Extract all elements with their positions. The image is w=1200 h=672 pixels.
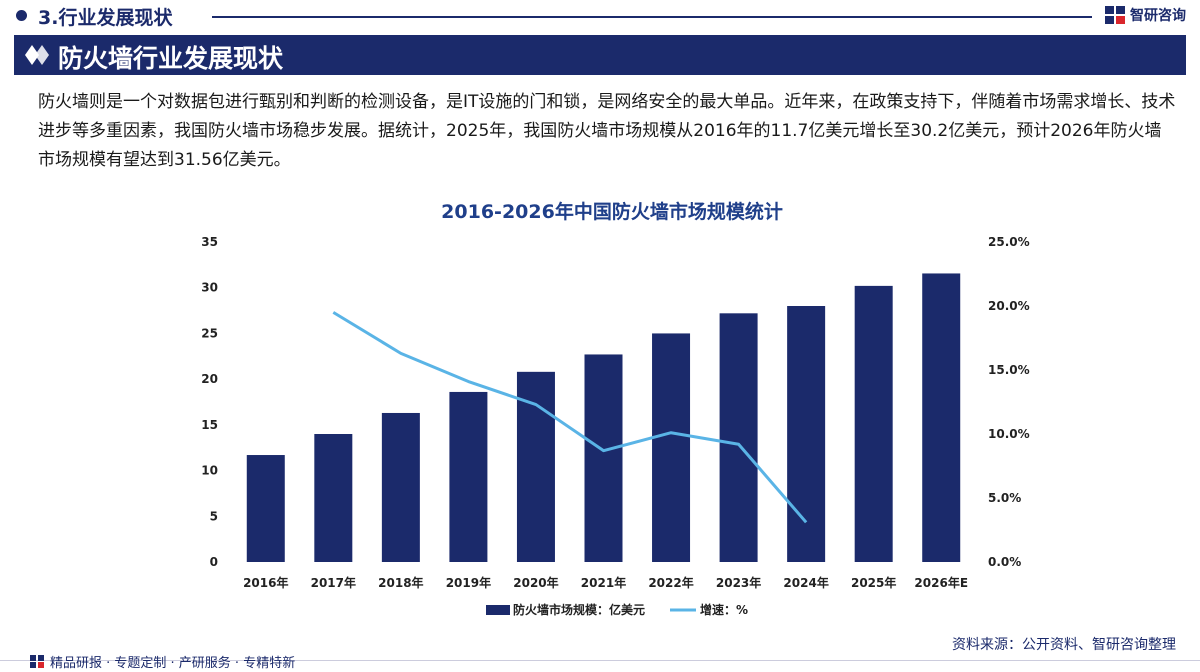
x-tick-label: 2023年 [716,575,761,590]
section-bullet-icon [16,10,27,21]
market-size-chart: 2016-2026年中国防火墙市场规模统计 0 5 10 15 20 25 30 35 0.0… [201,200,1030,617]
bar-2019年 [449,391,488,562]
top-bar: 3.行业发展现状 智研咨询 [0,0,1200,32]
footer-divider [0,660,1200,661]
footer-services: 精品研报 · 专题定制 · 产研服务 · 专精特新 [30,652,295,671]
source-note: 资料来源：公开资料、智研咨询整理 [952,637,1176,653]
section-title: 3.行业发展现状 [38,7,173,29]
y-left-tick: 30 [201,281,218,295]
x-tick-label: 2019年 [446,575,491,590]
x-tick-label: 2026年E [914,575,968,590]
page-title: 防火墙行业发展现状 [58,44,284,73]
y-right-tick: 15.0% [988,363,1030,377]
x-tick-label: 2024年 [783,575,828,590]
x-tick-label: 2018年 [378,575,423,590]
growth-rate-line [332,311,808,524]
footer-logo-icon [30,655,44,668]
y-right-tick: 25.0% [988,235,1030,249]
bar-2026年E [922,273,961,562]
x-tick-label: 2020年 [513,575,558,590]
title-banner: 防火墙行业发展现状 [14,35,1186,75]
y-left-tick: 20 [201,372,218,386]
y-right-tick: 5.0% [988,491,1021,505]
legend-label-bar: 防火墙市场规模：亿美元 [513,602,645,617]
bar-2017年 [314,434,353,562]
brand-name: 智研咨询 [1130,8,1186,24]
y-right-tick: 0.0% [988,555,1021,569]
legend-label-line: 增速：% [700,602,748,617]
intro-paragraph: 防火墙则是一个对数据包进行甄别和判断的检测设备，是IT设施的门和锁，是网络安全的… [38,92,1176,170]
brand-logo: 智研咨询 [1104,5,1186,25]
bar-2025年 [854,285,893,562]
brand-logo-icon [1105,6,1125,24]
y-right-tick: 20.0% [988,299,1030,313]
y-left-tick: 35 [201,235,218,249]
x-tick-label: 2021年 [581,575,626,590]
bar-2023年 [719,313,758,562]
y-left-tick: 25 [201,326,218,340]
bar-2024年 [787,306,826,562]
bar-2016年 [246,455,285,562]
x-tick-label: 2025年 [851,575,896,590]
footer-services-text: 精品研报 · 专题定制 · 产研服务 · 专精特新 [50,656,296,671]
diamond-icon [25,45,49,65]
x-tick-label: 2017年 [311,575,356,590]
y-right-tick: 10.0% [988,427,1030,441]
chart-title: 2016-2026年中国防火墙市场规模统计 [441,200,783,223]
bar-2018年 [381,412,420,562]
y-left-tick: 0 [210,555,218,569]
header-divider [212,16,1092,18]
y-left-tick: 5 [210,509,218,523]
legend-swatch-bar [486,605,510,615]
bar-2022年 [652,333,691,562]
x-tick-label: 2016年 [243,575,288,590]
bar-2021年 [584,354,623,562]
chart-legend: 防火墙市场规模：亿美元 增速：% [486,602,748,617]
x-tick-label: 2022年 [648,575,693,590]
y-left-tick: 10 [201,464,218,478]
y-left-tick: 15 [201,418,218,432]
